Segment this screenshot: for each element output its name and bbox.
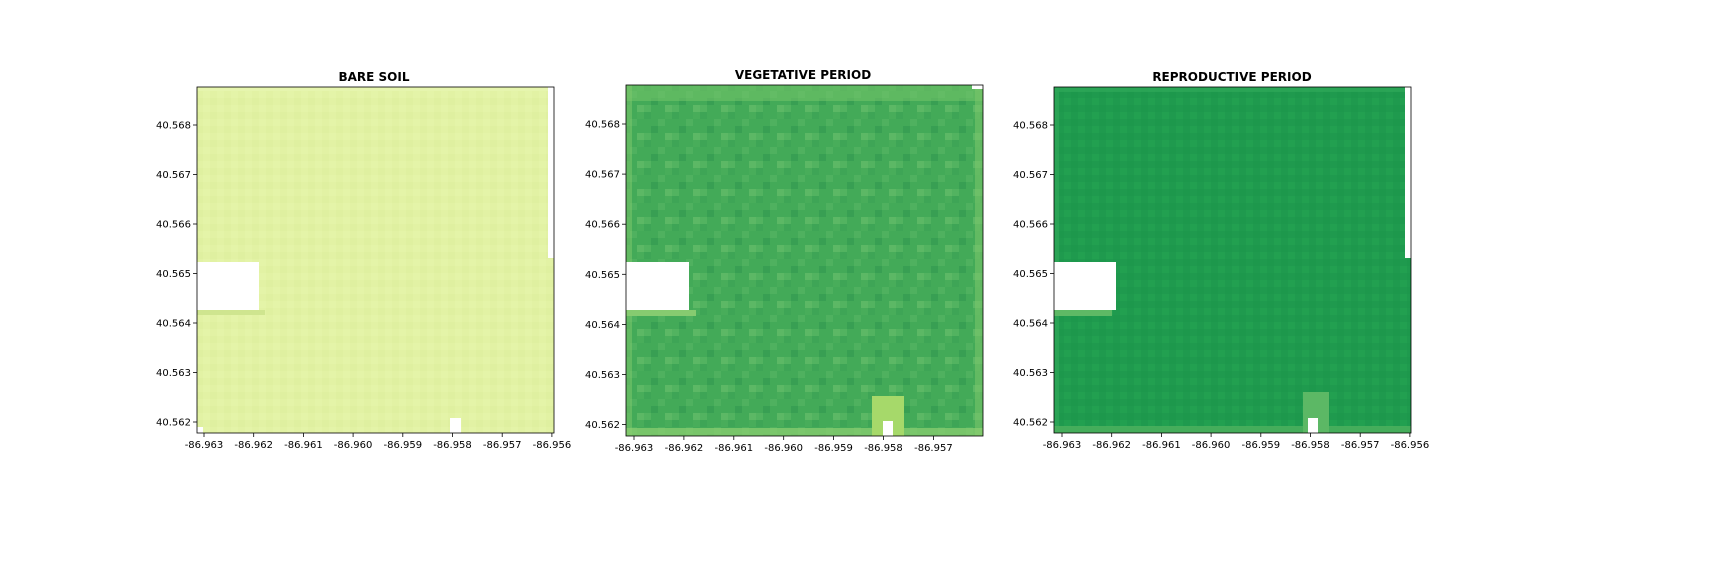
no-data-region	[1405, 87, 1411, 258]
edge-strip	[975, 85, 983, 436]
x-ticks: -86.963 -86.962 -86.961 -86.960 -86.959 -86.9…	[615, 436, 953, 454]
edge-strip	[197, 310, 265, 315]
x-tick-label: -86.962	[234, 440, 273, 451]
y-tick-label: 40.567	[156, 170, 191, 181]
y-tick-label: 40.563	[585, 370, 620, 381]
edge-strip	[1054, 87, 1059, 433]
no-data-region	[972, 85, 983, 89]
y-tick-label: 40.562	[156, 418, 191, 429]
y-tick-label: 40.562	[1013, 418, 1048, 429]
y-tick-label: 40.566	[585, 220, 620, 231]
x-tick-label: -86.960	[764, 443, 803, 454]
no-data-region	[626, 262, 689, 310]
edge-strip	[626, 428, 983, 436]
y-tick-label: 40.564	[156, 319, 191, 330]
y-ticks: 40.568 40.567 40.566 40.565 40.564 40.563 40.5…	[156, 121, 197, 429]
y-tick-label: 40.563	[1013, 368, 1048, 379]
y-tick-label: 40.563	[156, 368, 191, 379]
x-tick-label: -86.957	[483, 440, 522, 451]
y-tick-label: 40.568	[585, 120, 620, 131]
no-data-region	[197, 427, 203, 433]
y-tick-label: 40.562	[585, 420, 620, 431]
x-tick-label: -86.958	[864, 443, 903, 454]
x-tick-label: -86.960	[334, 440, 373, 451]
x-tick-label: -86.959	[383, 440, 422, 451]
x-tick-label: -86.958	[433, 440, 472, 451]
edge-strip	[626, 85, 983, 101]
panel-reproductive-period: REPRODUCTIVE PERIOD -86.963 -86.962 -86.96…	[1013, 70, 1429, 451]
x-ticks: -86.963 -86.962 -86.961 -86.960 -86.959 -86.9…	[1043, 433, 1430, 451]
x-tick-label: -86.957	[1341, 440, 1380, 451]
heatmap-image	[626, 85, 983, 436]
x-tick-label: -86.959	[1241, 440, 1280, 451]
x-tick-label: -86.963	[615, 443, 654, 454]
panel-title-vegetative-period: VEGETATIVE PERIOD	[735, 68, 871, 82]
edge-strip	[1054, 426, 1411, 433]
no-data-region	[1308, 418, 1318, 433]
x-tick-label: -86.956	[533, 440, 572, 451]
x-ticks: -86.963 -86.962 -86.961 -86.960 -86.959 -86.9…	[185, 433, 572, 451]
y-tick-label: 40.565	[585, 270, 620, 281]
no-data-region	[450, 418, 461, 433]
y-tick-label: 40.567	[1013, 170, 1048, 181]
y-tick-label: 40.568	[1013, 121, 1048, 132]
x-tick-label: -86.963	[1043, 440, 1082, 451]
axes-frame	[196, 86, 555, 434]
panel-vegetative-period: VEGETATIVE PERIOD -86.963 -86.962 -86.961-…	[585, 68, 984, 454]
x-tick-label: -86.962	[1092, 440, 1131, 451]
x-tick-label: -86.960	[1192, 440, 1231, 451]
field-raster	[1054, 87, 1411, 433]
y-tick-label: 40.566	[156, 220, 191, 231]
x-tick-label: -86.959	[814, 443, 853, 454]
panel-title-reproductive-period: REPRODUCTIVE PERIOD	[1152, 70, 1311, 84]
panel-title-bare-soil: BARE SOIL	[338, 70, 409, 84]
x-tick-label: -86.961	[1142, 440, 1181, 451]
y-tick-label: 40.565	[1013, 269, 1048, 280]
no-data-region	[548, 87, 554, 258]
x-tick-label: -86.957	[914, 443, 953, 454]
edge-strip	[626, 85, 632, 436]
y-tick-label: 40.564	[1013, 319, 1048, 330]
x-tick-label: -86.963	[185, 440, 224, 451]
y-ticks: 40.568 40.567 40.566 40.565 40.564 40.563 40.5…	[1013, 121, 1054, 429]
no-data-region	[1054, 262, 1116, 310]
x-tick-label: -86.958	[1291, 440, 1330, 451]
edge-strip	[1054, 87, 1411, 92]
x-tick-label: -86.961	[714, 443, 753, 454]
field-raster	[197, 87, 554, 433]
x-tick-label: -86.961	[284, 440, 323, 451]
y-tick-label: 40.567	[585, 170, 620, 181]
axes-frame	[625, 84, 984, 437]
x-tick-label: -86.962	[665, 443, 704, 454]
y-ticks: 40.568 40.567 40.566 40.565 40.564 40.563 40.5…	[585, 120, 626, 431]
panel-bare-soil: BARE SOIL -86.963 -86.962 -86.961 -86.960 -8…	[156, 70, 571, 451]
y-tick-label: 40.564	[585, 320, 620, 331]
axes-frame	[1053, 86, 1412, 434]
no-data-region	[197, 262, 259, 310]
x-tick-label: -86.956	[1391, 440, 1430, 451]
heatmap-image	[1054, 87, 1411, 433]
edge-strip	[626, 310, 696, 316]
y-tick-label: 40.568	[156, 121, 191, 132]
no-data-region	[883, 421, 893, 436]
edge-strip	[1054, 310, 1112, 316]
field-raster	[626, 85, 983, 436]
heatmap-image	[197, 87, 554, 433]
edge-strip	[197, 87, 554, 91]
y-tick-label: 40.565	[156, 269, 191, 280]
y-tick-label: 40.566	[1013, 220, 1048, 231]
